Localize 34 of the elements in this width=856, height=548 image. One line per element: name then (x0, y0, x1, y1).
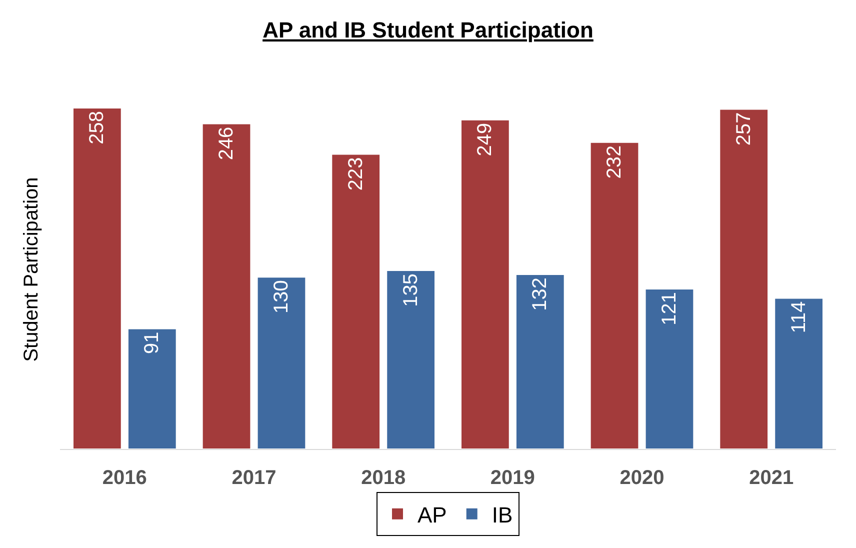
data-label: 132 (529, 278, 552, 311)
bar (386, 270, 436, 449)
legend-label: IB (492, 502, 513, 528)
x-tick-label: 2016 (102, 467, 147, 489)
x-tick-label: 2020 (620, 467, 664, 489)
data-label: 258 (86, 110, 108, 144)
bar (719, 108, 769, 449)
data-label: 232 (604, 145, 626, 179)
data-label: 135 (400, 274, 422, 307)
bar (644, 288, 694, 449)
bar (460, 119, 510, 449)
chart-title: AP and IB Student Participation (262, 17, 594, 42)
x-tick-label: 2019 (490, 467, 535, 489)
bar (256, 276, 306, 449)
data-label: 249 (474, 122, 496, 156)
x-tick-label: 2018 (361, 467, 406, 489)
bar (515, 274, 565, 449)
y-axis-title: Student Participation (20, 177, 42, 362)
x-tick-label: 2021 (749, 467, 794, 489)
data-label: 130 (270, 280, 292, 314)
x-tick-label: 2017 (232, 467, 276, 489)
bar (202, 123, 252, 449)
data-label: 121 (658, 292, 680, 326)
legend-label: AP (418, 502, 447, 528)
data-label: 257 (732, 112, 755, 146)
data-label: 114 (788, 301, 810, 334)
bar (590, 142, 640, 449)
bar (127, 328, 177, 449)
bar (774, 298, 824, 449)
data-label: 223 (344, 157, 367, 191)
bar (72, 107, 122, 449)
data-label: 91 (141, 332, 164, 354)
bar (331, 154, 381, 449)
data-label: 246 (216, 126, 238, 160)
